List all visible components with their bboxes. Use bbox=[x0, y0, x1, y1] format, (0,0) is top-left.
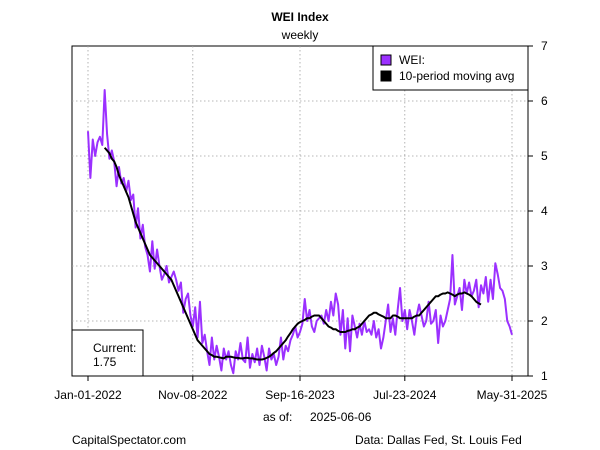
source-credit-right: Data: Dallas Fed, St. Louis Fed bbox=[355, 433, 522, 447]
y-tick-label: 6 bbox=[541, 94, 548, 108]
y-tick-label: 7 bbox=[541, 39, 548, 53]
y-tick-label: 2 bbox=[541, 314, 548, 328]
x-tick-label: Nov-08-2022 bbox=[158, 388, 228, 402]
legend: WEI: 10-period moving avg bbox=[372, 45, 529, 91]
moving-avg-line bbox=[103, 147, 482, 361]
legend-label: WEI: bbox=[399, 53, 425, 67]
legend-swatch bbox=[380, 70, 392, 82]
y-tick-label: 1 bbox=[541, 369, 548, 383]
x-tick-label: May-31-2025 bbox=[477, 388, 548, 402]
current-label: Current: bbox=[93, 341, 136, 355]
y-tick-label: 3 bbox=[541, 259, 548, 273]
x-axis: Jan-01-2022 Nov-08-2022 Sep-16-2023 Jul-23-… bbox=[54, 376, 548, 402]
y-axis: 1 2 3 4 5 6 7 bbox=[528, 39, 548, 383]
y-tick-label: 5 bbox=[541, 149, 548, 163]
chart-subtitle: weekly bbox=[281, 28, 319, 42]
chart-title: WEI Index bbox=[271, 10, 329, 24]
x-tick-label: Jan-01-2022 bbox=[54, 388, 122, 402]
legend-label: 10-period moving avg bbox=[399, 69, 514, 83]
y-tick-label: 4 bbox=[541, 204, 548, 218]
wei-line bbox=[87, 89, 513, 375]
current-box bbox=[71, 329, 144, 377]
x-tick-label: Sep-16-2023 bbox=[265, 388, 335, 402]
x-tick-label: Jul-23-2024 bbox=[373, 388, 437, 402]
legend-swatch bbox=[380, 54, 392, 66]
source-credit-left: CapitalSpectator.com bbox=[72, 433, 187, 447]
asof-date: 2025-06-06 bbox=[310, 410, 372, 424]
wei-series bbox=[87, 89, 513, 375]
asof-label: as of: bbox=[263, 410, 293, 424]
current-value: 1.75 bbox=[93, 355, 117, 369]
current-annotation: Current:1.75 bbox=[71, 329, 144, 377]
legend-box bbox=[372, 45, 529, 91]
moving-avg-series bbox=[103, 147, 482, 361]
